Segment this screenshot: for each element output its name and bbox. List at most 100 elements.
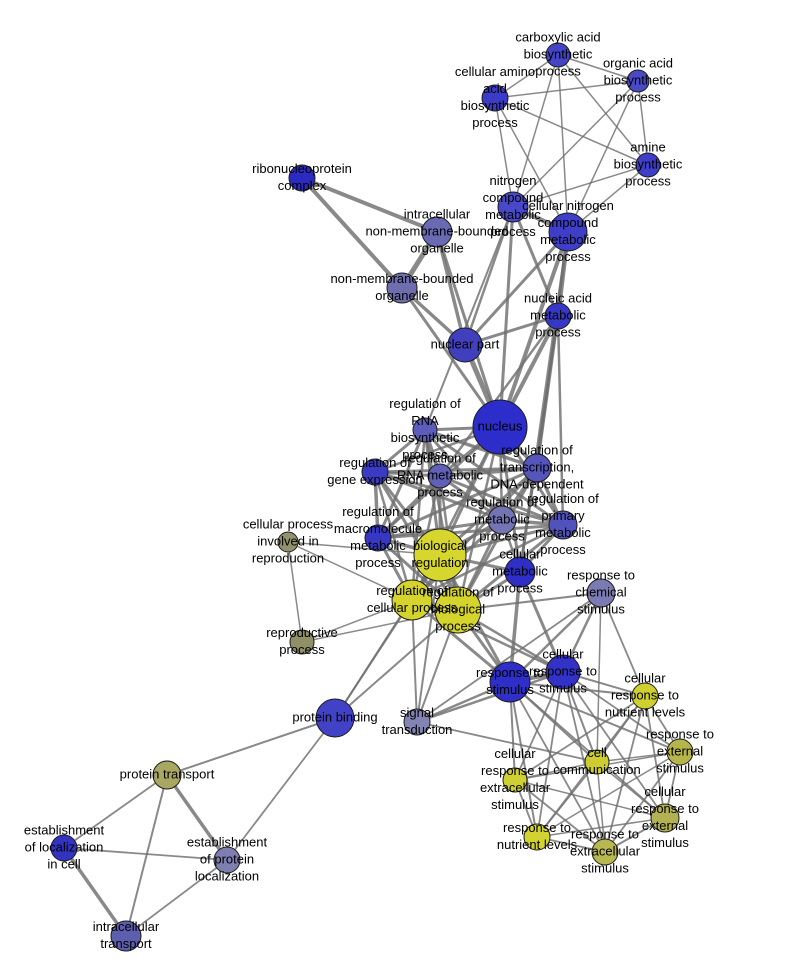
edge-regulation-of-primary-metabolic-process--regulation-of-macromolecule-metabolic-process[interactable] (377, 523, 564, 540)
edge-carboxylic-acid-biosynthetic-process--nitrogen-compound-metabolic-process[interactable] (512, 54, 559, 208)
node-signal-transduction[interactable] (403, 708, 431, 736)
node-intracellular-non-membrane-bounded-organelle[interactable] (421, 216, 453, 248)
edge-regulation-of-biological-process--response-to-chemical-stimulus[interactable] (457, 592, 602, 611)
node-nucleus[interactable] (472, 399, 528, 455)
node-cellular-response-to-nutrient-levels[interactable] (631, 682, 659, 710)
node-reproductive-process[interactable] (289, 629, 315, 655)
node-protein-binding[interactable] (315, 698, 355, 738)
node-ribonucleoprotein-complex[interactable] (288, 164, 316, 192)
edge-regulation-of-rna-metabolic-process--regulation-of-primary-metabolic-process[interactable] (439, 474, 564, 527)
edge-cell-communication--cellular-response-to-extracellular-stimulus[interactable] (514, 761, 598, 781)
edge-organic-acid-biosynthetic-process--cellular-nitrogen-compound-metabolic-process[interactable] (567, 80, 639, 233)
edge-cellular-amino-acid-biosynthetic-process--nitrogen-compound-metabolic-process[interactable] (494, 97, 514, 208)
edge-organic-acid-biosynthetic-process--nitrogen-compound-metabolic-process[interactable] (512, 80, 639, 208)
edge-cellular-metabolic-process--cellular-response-to-stimulus[interactable] (518, 571, 565, 673)
edge-regulation-of-gene-expression--regulation-of-biological-process[interactable] (373, 471, 460, 611)
edge-response-to-stimulus--cellular-response-to-nutrient-levels[interactable] (509, 681, 646, 697)
node-cellular-response-to-stimulus[interactable] (545, 654, 581, 690)
edge-cell-communication--signal-transduction[interactable] (416, 721, 598, 763)
edge-protein-transport--establishment-of-protein-localization[interactable] (165, 773, 229, 862)
edge-cellular-response-to-stimulus--response-to-extracellular-stimulus[interactable] (562, 671, 606, 853)
node-regulation-of-primary-metabolic-process[interactable] (548, 510, 578, 540)
edge-establishment-of-protein-localization--intracellular-transport[interactable] (125, 859, 228, 937)
edge-response-to-external-stimulus--response-to-nutrient-levels[interactable] (536, 751, 681, 838)
node-cellular-metabolic-process[interactable] (504, 556, 536, 588)
node-intracellular-transport[interactable] (110, 920, 142, 952)
node-regulation-of-rna-biosynthetic-process[interactable] (412, 417, 438, 443)
node-non-membrane-bounded-organelle[interactable] (386, 272, 418, 304)
edge-cellular-response-to-external-stimulus--response-to-nutrient-levels[interactable] (536, 817, 666, 838)
edge-ribonucleoprotein-complex--non-membrane-bounded-organelle[interactable] (300, 176, 404, 290)
node-carboxylic-acid-biosynthetic-process[interactable] (545, 42, 571, 68)
edge-cellular-nitrogen-compound-metabolic-process--nuclear-part[interactable] (463, 230, 570, 347)
node-cellular-response-to-extracellular-stimulus[interactable] (502, 767, 528, 793)
edge-cellular-process-involved-in-reproduction--reproductive-process[interactable] (287, 541, 303, 643)
edge-regulation-of-rna-biosynthetic-process--regulation-of-macromolecule-metabolic-process[interactable] (376, 429, 427, 539)
edge-organic-acid-biosynthetic-process--cellular-amino-acid-biosynthetic-process[interactable] (494, 80, 639, 99)
edge-nitrogen-compound-metabolic-process--regulation-of-rna-biosynthetic-process[interactable] (424, 206, 514, 431)
edge-nucleic-acid-metabolic-process--cellular-metabolic-process[interactable] (518, 315, 560, 573)
edge-carboxylic-acid-biosynthetic-process--organic-acid-biosynthetic-process[interactable] (557, 54, 639, 82)
edge-regulation-of-rna-metabolic-process--regulation-of-macromolecule-metabolic-process[interactable] (376, 474, 442, 540)
node-regulation-of-macromolecule-metabolic-process[interactable] (364, 524, 392, 552)
node-response-to-external-stimulus[interactable] (666, 738, 694, 766)
edge-response-to-stimulus--response-to-nutrient-levels[interactable] (509, 681, 538, 838)
edge-cellular-amino-acid-biosynthetic-process--amine-biosynthetic-process[interactable] (494, 97, 649, 166)
edge-regulation-of-cellular-process--cellular-process-involved-in-reproduction[interactable] (287, 541, 413, 601)
edge-response-to-chemical-stimulus--response-to-stimulus[interactable] (509, 592, 602, 683)
edge-cellular-amino-acid-biosynthetic-process--cellular-nitrogen-compound-metabolic-process[interactable] (494, 97, 569, 233)
edge-regulation-of-gene-expression--regulation-of-primary-metabolic-process[interactable] (374, 470, 564, 527)
edge-protein-binding--protein-transport[interactable] (166, 717, 336, 776)
node-cellular-response-to-external-stimulus[interactable] (650, 803, 680, 833)
node-biological-regulation[interactable] (413, 528, 467, 582)
node-establishment-of-protein-localization[interactable] (213, 846, 241, 874)
edge-cell-communication--response-to-extracellular-stimulus[interactable] (596, 761, 606, 853)
node-cellular-process-involved-in-reproduction[interactable] (277, 531, 299, 553)
edge-biological-regulation--signal-transduction[interactable] (416, 554, 441, 723)
edge-regulation-of-biological-process--protein-binding[interactable] (334, 609, 459, 719)
node-nucleic-acid-metabolic-process[interactable] (544, 302, 572, 330)
edge-establishment-of-localization-in-cell--establishment-of-protein-localization[interactable] (63, 847, 228, 861)
edge-response-to-stimulus--response-to-extracellular-stimulus[interactable] (509, 681, 606, 853)
edge-cell-communication--response-to-nutrient-levels[interactable] (536, 761, 598, 838)
edge-regulation-of-rna-biosynthetic-process--regulation-of-transcription-dna-dependent[interactable] (424, 428, 538, 470)
edge-cellular-nitrogen-compound-metabolic-process--nucleus[interactable] (498, 231, 570, 428)
edge-cellular-response-to-extracellular-stimulus--cellular-response-to-external-stimulus[interactable] (514, 779, 666, 819)
node-response-to-stimulus[interactable] (489, 661, 531, 703)
edge-nucleic-acid-metabolic-process--regulation-of-rna-metabolic-process[interactable] (438, 315, 560, 477)
node-regulation-of-cellular-process[interactable] (391, 579, 433, 621)
node-nitrogen-compound-metabolic-process[interactable] (497, 191, 529, 223)
node-response-to-chemical-stimulus[interactable] (586, 578, 616, 608)
node-protein-transport[interactable] (152, 760, 182, 790)
edge-carboxylic-acid-biosynthetic-process--cellular-nitrogen-compound-metabolic-process[interactable] (557, 54, 569, 233)
edge-response-to-chemical-stimulus--cell-communication[interactable] (596, 592, 602, 763)
edge-regulation-of-biological-process--reproductive-process[interactable] (301, 609, 459, 643)
edge-regulation-of-primary-metabolic-process--regulation-of-cellular-process[interactable] (411, 523, 564, 602)
node-regulation-of-rna-metabolic-process[interactable] (427, 463, 453, 489)
edge-response-to-stimulus--cellular-response-to-external-stimulus[interactable] (509, 681, 666, 819)
edge-protein-transport--establishment-of-localization-in-cell[interactable] (63, 774, 168, 849)
node-amine-biosynthetic-process[interactable] (635, 152, 661, 178)
node-cellular-amino-acid-biosynthetic-process[interactable] (481, 84, 509, 112)
edge-nucleic-acid-metabolic-process--regulation-of-primary-metabolic-process[interactable] (556, 315, 565, 526)
node-regulation-of-transcription-dna-dependent[interactable] (522, 453, 552, 483)
edge-non-membrane-bounded-organelle--nucleus[interactable] (400, 287, 502, 428)
edge-cell-communication--cellular-response-to-external-stimulus[interactable] (596, 761, 666, 819)
edge-nitrogen-compound-metabolic-process--nuclear-part[interactable] (463, 206, 515, 346)
edge-organic-acid-biosynthetic-process--amine-biosynthetic-process[interactable] (637, 80, 649, 166)
edge-protein-binding--establishment-of-protein-localization[interactable] (226, 717, 336, 861)
node-regulation-of-gene-expression[interactable] (361, 458, 389, 486)
edge-regulation-of-rna-biosynthetic-process--regulation-of-primary-metabolic-process[interactable] (424, 428, 564, 527)
edge-cellular-response-to-stimulus--signal-transduction[interactable] (416, 670, 564, 724)
node-response-to-nutrient-levels[interactable] (523, 823, 551, 851)
edge-cellular-response-to-extracellular-stimulus--response-to-extracellular-stimulus[interactable] (514, 779, 606, 853)
edge-response-to-chemical-stimulus--cellular-response-to-nutrient-levels[interactable] (600, 592, 646, 697)
edge-response-to-external-stimulus--response-to-extracellular-stimulus[interactable] (604, 751, 681, 853)
node-regulation-of-biological-process[interactable] (434, 586, 482, 634)
node-response-to-extracellular-stimulus[interactable] (591, 838, 619, 866)
node-organic-acid-biosynthetic-process[interactable] (626, 69, 650, 93)
edge-regulation-of-transcription-dna-dependent--regulation-of-rna-metabolic-process[interactable] (439, 466, 538, 478)
edge-establishment-of-localization-in-cell--intracellular-transport[interactable] (62, 846, 128, 938)
edge-response-to-chemical-stimulus--signal-transduction[interactable] (416, 592, 602, 723)
